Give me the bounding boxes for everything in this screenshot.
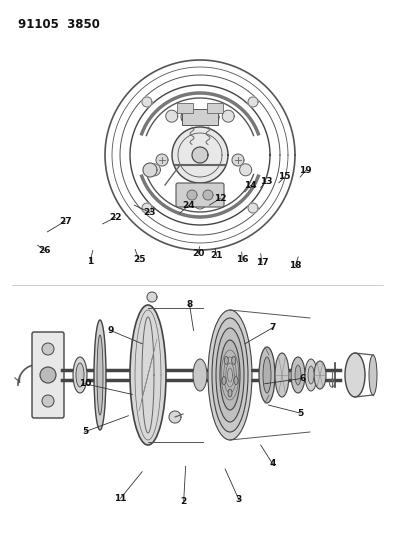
Text: 25: 25 [133, 255, 145, 264]
Ellipse shape [76, 363, 84, 387]
Bar [182, 109, 218, 125]
Ellipse shape [305, 359, 317, 391]
Ellipse shape [193, 359, 207, 391]
Ellipse shape [97, 335, 103, 415]
Polygon shape [248, 203, 258, 213]
Ellipse shape [94, 320, 106, 430]
Text: 13: 13 [260, 177, 272, 185]
Ellipse shape [234, 376, 238, 385]
Polygon shape [166, 110, 178, 122]
Ellipse shape [222, 376, 226, 385]
Ellipse shape [42, 395, 54, 407]
Ellipse shape [263, 357, 271, 393]
Ellipse shape [212, 318, 248, 432]
Polygon shape [240, 164, 252, 176]
Ellipse shape [73, 357, 87, 393]
Text: 12: 12 [214, 194, 227, 203]
Text: 18: 18 [289, 261, 302, 270]
Text: 11: 11 [114, 494, 127, 503]
Polygon shape [143, 163, 157, 177]
Text: 2: 2 [181, 497, 187, 505]
Ellipse shape [295, 365, 301, 385]
Ellipse shape [42, 343, 54, 355]
Polygon shape [142, 203, 152, 213]
Text: 14: 14 [244, 181, 257, 190]
Text: 7: 7 [269, 324, 276, 332]
Text: 19: 19 [299, 166, 312, 175]
Ellipse shape [308, 366, 314, 384]
Ellipse shape [314, 361, 326, 389]
Text: 22: 22 [109, 213, 122, 222]
Text: 20: 20 [192, 249, 205, 258]
Text: 26: 26 [38, 246, 51, 255]
Ellipse shape [345, 353, 365, 397]
Polygon shape [192, 147, 208, 163]
Text: 24: 24 [182, 201, 195, 209]
Ellipse shape [40, 367, 56, 383]
Ellipse shape [259, 347, 275, 403]
Text: 17: 17 [256, 259, 268, 267]
Polygon shape [169, 411, 181, 423]
FancyBboxPatch shape [32, 332, 64, 418]
Ellipse shape [220, 340, 240, 410]
Text: 1: 1 [87, 257, 93, 265]
Text: 5: 5 [297, 409, 303, 417]
Polygon shape [181, 110, 195, 124]
Polygon shape [203, 190, 213, 200]
Ellipse shape [228, 389, 232, 397]
Ellipse shape [224, 357, 228, 365]
Text: 3: 3 [236, 496, 242, 504]
Polygon shape [172, 127, 228, 183]
Polygon shape [232, 154, 244, 166]
Polygon shape [222, 110, 234, 122]
Ellipse shape [216, 328, 244, 422]
Text: 23: 23 [143, 208, 156, 216]
Polygon shape [147, 292, 157, 302]
Text: 21: 21 [210, 252, 223, 260]
Text: 5: 5 [82, 427, 88, 436]
Text: 8: 8 [186, 301, 193, 309]
Polygon shape [156, 154, 168, 166]
FancyBboxPatch shape [176, 183, 224, 207]
Polygon shape [187, 190, 197, 200]
Text: 10: 10 [79, 379, 91, 388]
Polygon shape [149, 164, 160, 176]
Text: 9: 9 [107, 326, 114, 335]
Bar [177, 103, 193, 113]
Text: 15: 15 [278, 173, 291, 181]
Text: 27: 27 [59, 217, 71, 225]
Text: 16: 16 [236, 255, 248, 264]
Ellipse shape [369, 355, 377, 395]
Ellipse shape [275, 353, 289, 397]
Polygon shape [248, 97, 258, 107]
Polygon shape [205, 110, 219, 124]
Polygon shape [194, 197, 206, 209]
Ellipse shape [130, 305, 166, 445]
Text: 4: 4 [269, 459, 276, 468]
Polygon shape [142, 97, 152, 107]
Ellipse shape [232, 357, 236, 365]
Bar [207, 103, 223, 113]
Ellipse shape [291, 357, 305, 393]
Text: 91105  3850: 91105 3850 [18, 18, 100, 31]
Text: 6: 6 [299, 374, 305, 383]
Ellipse shape [208, 310, 252, 440]
